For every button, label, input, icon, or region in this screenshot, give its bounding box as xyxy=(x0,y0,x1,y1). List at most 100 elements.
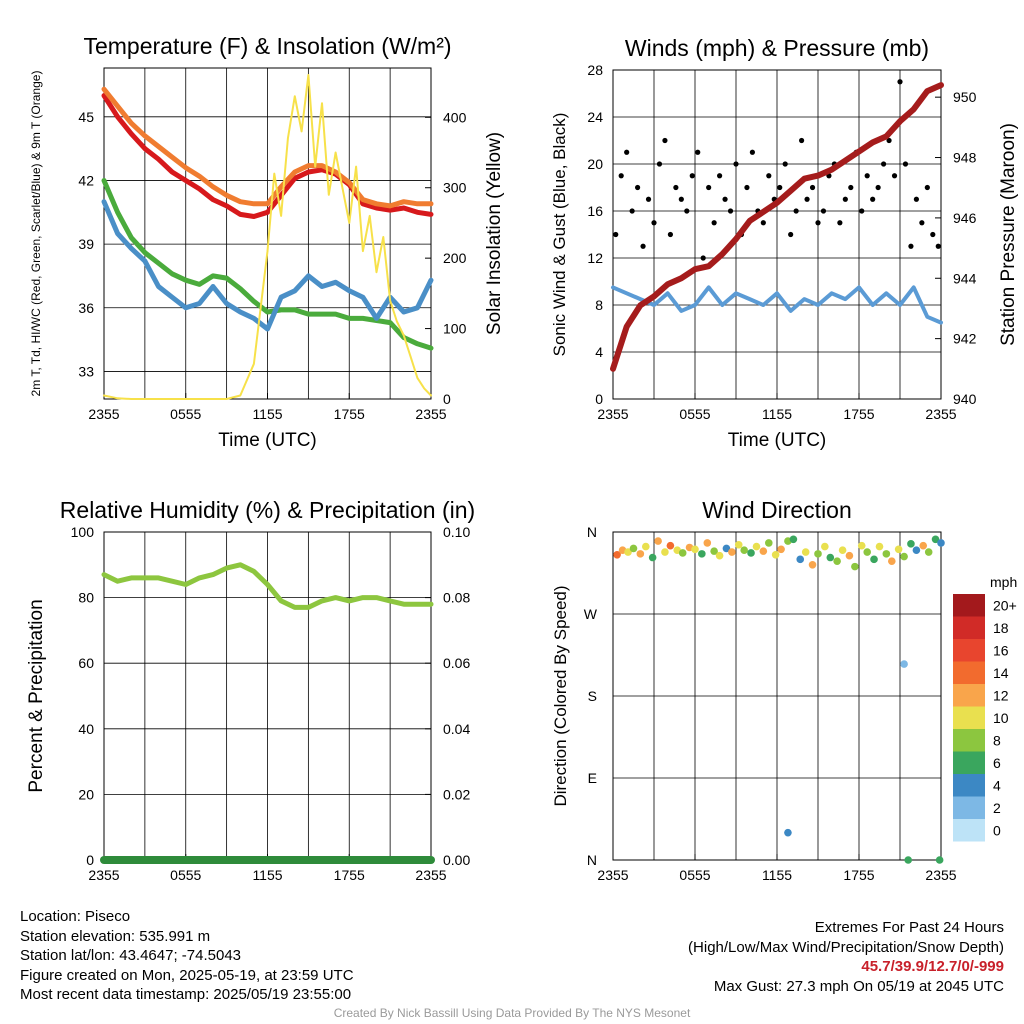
gust-point xyxy=(870,196,876,202)
gust-point xyxy=(930,231,936,238)
x-tick-label-2: 2355 xyxy=(597,406,628,422)
legend-swatch xyxy=(953,729,985,752)
legend-swatch xyxy=(953,774,985,797)
direction-point xyxy=(734,540,743,549)
direction-point xyxy=(747,549,755,557)
direction-point xyxy=(715,551,724,560)
y-tick-label-4: S xyxy=(588,688,597,704)
gust-point xyxy=(635,184,641,191)
x-tick-label-1: 2355 xyxy=(415,406,446,422)
gust-point xyxy=(760,220,766,226)
gust-point xyxy=(722,196,728,202)
gust-point xyxy=(848,184,854,191)
extremes-subheading: (High/Low/Max Wind/Precipitation/Snow De… xyxy=(688,938,1004,956)
y2-axis-label-1: Solar Insolation (Yellow) xyxy=(484,132,505,335)
direction-point xyxy=(666,541,675,550)
gust-point xyxy=(897,79,903,85)
legend-label: 6 xyxy=(993,755,1001,771)
x-axis-label-1: Time (UTC) xyxy=(218,430,317,451)
x-tick-label-3: 0555 xyxy=(170,867,201,883)
series-line-station-pressure xyxy=(610,82,944,372)
max-gust-text: Max Gust: 27.3 mph On 05/19 at 2045 UTC xyxy=(713,977,1004,995)
y-tick-label-2: 20 xyxy=(587,156,603,172)
gust-point xyxy=(727,208,734,214)
legend-label: 14 xyxy=(993,665,1009,681)
y-tick-label-2: 4 xyxy=(595,344,603,360)
direction-point xyxy=(801,548,810,556)
y-tick-label-3: 0 xyxy=(86,852,94,868)
direction-point xyxy=(759,547,768,555)
direction-point xyxy=(740,546,748,555)
x-tick-label-1: 1155 xyxy=(252,406,282,422)
y2-tick-label-1: 400 xyxy=(443,109,467,125)
direction-point xyxy=(678,549,687,557)
gust-point xyxy=(706,184,712,191)
created-text: Figure created on Mon, 2025-05-19, at 23… xyxy=(20,966,354,984)
gust-point xyxy=(864,173,870,179)
series-line-2m-t xyxy=(101,93,434,219)
legend-title: mph xyxy=(990,574,1017,590)
meteogram-figure: Temperature (F) & Insolation (W/m²)2355 0… xyxy=(26,33,1019,883)
y-tick-label-1: 42 xyxy=(78,172,94,188)
chart-title-3: Relative Humidity (%) & Precipitation (i… xyxy=(60,497,475,523)
direction-point xyxy=(765,539,773,547)
direction-point xyxy=(904,856,912,864)
x-tick-label-2: 0555 xyxy=(679,406,710,422)
direction-point xyxy=(907,540,915,548)
direction-point xyxy=(931,535,940,544)
y2-axis-label-2: Station Pressure (Maroon) xyxy=(998,123,1019,346)
x-tick-label-1: 2355 xyxy=(88,406,119,422)
legend-label: 20+ xyxy=(993,597,1017,613)
direction-point xyxy=(613,550,621,559)
gust-point xyxy=(935,243,941,249)
gust-point xyxy=(919,220,925,226)
direction-point xyxy=(808,561,817,569)
gust-point xyxy=(689,173,695,179)
x-tick-label-2: 1155 xyxy=(762,406,792,422)
legend-label: 16 xyxy=(993,642,1009,658)
legend-swatch xyxy=(953,639,985,662)
gust-point xyxy=(749,149,756,155)
gust-point xyxy=(820,208,827,214)
y2-tick-label-3: 0.02 xyxy=(443,786,470,802)
gust-point xyxy=(733,161,739,167)
direction-point xyxy=(624,548,632,556)
legend-swatch xyxy=(953,796,985,819)
gust-point xyxy=(766,173,772,179)
y-tick-label-2: 12 xyxy=(587,250,603,266)
gust-point xyxy=(908,243,914,249)
x-axis-label-2: Time (UTC) xyxy=(728,430,827,451)
series-line-9m-t xyxy=(101,86,434,209)
y-tick-label-3: 60 xyxy=(78,655,94,671)
direction-point xyxy=(888,557,896,565)
direction-point xyxy=(857,541,866,550)
legend-swatch xyxy=(953,684,985,707)
gust-point xyxy=(859,208,865,214)
gust-point xyxy=(678,196,684,202)
y2-tick-label-2: 940 xyxy=(953,391,977,407)
recent-text: Most recent data timestamp: 2025/05/19 2… xyxy=(20,986,352,1003)
y-tick-label-1: 33 xyxy=(78,363,94,379)
gust-point xyxy=(777,184,783,191)
credit-text: Created By Nick Bassill Using Data Provi… xyxy=(333,1006,691,1020)
legend-swatch xyxy=(953,751,985,774)
gust-point xyxy=(902,161,909,167)
gust-point xyxy=(886,137,892,144)
x-tick-label-1: 1755 xyxy=(334,406,365,422)
series-line-sonic-wind xyxy=(611,285,943,325)
direction-point xyxy=(636,550,645,558)
x-tick-label-4: 0555 xyxy=(679,867,710,883)
gust-point xyxy=(651,220,657,226)
direction-point xyxy=(703,539,712,547)
gust-point xyxy=(667,231,674,238)
gust-point xyxy=(613,231,619,238)
x-tick-label-4: 2355 xyxy=(925,867,956,883)
legend-label: 18 xyxy=(993,620,1009,636)
direction-point xyxy=(833,557,841,565)
gust-point xyxy=(842,196,848,202)
y2-tick-label-3: 0.08 xyxy=(443,590,470,606)
y-tick-label-2: 24 xyxy=(587,109,603,125)
direction-point xyxy=(777,545,785,554)
x-tick-label-4: 1755 xyxy=(843,867,874,883)
y2-tick-label-3: 0.00 xyxy=(443,852,470,868)
